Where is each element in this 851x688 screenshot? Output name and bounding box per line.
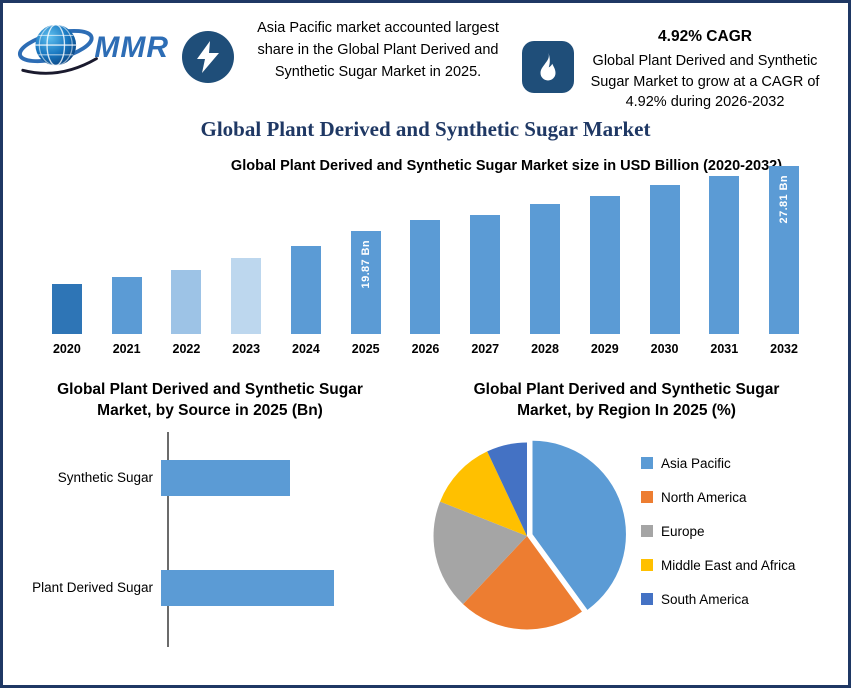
- highlight-left-text: Asia Pacific market accounted largest sh…: [257, 20, 499, 80]
- bar-2021: [111, 276, 142, 334]
- bar-2023: [231, 257, 262, 334]
- pie-slice-south-america: [487, 442, 527, 536]
- bar-2029: [589, 195, 620, 334]
- bar-2025: 19.87 Bn: [350, 230, 381, 334]
- pie-slice-europe: [433, 501, 527, 604]
- legend-label: Middle East and Africa: [661, 557, 796, 573]
- flame-badge: [522, 41, 574, 93]
- year-label: 2022: [172, 341, 201, 356]
- legend-label: North America: [661, 489, 747, 505]
- legend-label: Europe: [661, 523, 705, 539]
- hbar-row: Synthetic Sugar: [15, 459, 290, 496]
- bottom-section: Global Plant Derived and Synthetic Sugar…: [3, 380, 848, 647]
- legend-swatch: [641, 559, 653, 572]
- year-label: 2023: [232, 341, 261, 356]
- bar-2032: 27.81 Bn: [769, 165, 800, 334]
- flame-icon: [540, 52, 556, 81]
- bar-value-label: 19.87 Bn: [359, 239, 372, 289]
- bar-2030: [649, 184, 680, 334]
- header: MMR Asia Pacific market accounted larges…: [3, 3, 848, 113]
- bar-2024: [290, 245, 321, 334]
- highlight-right: 4.92% CAGR Global Plant Derived and Synt…: [587, 15, 823, 113]
- bar-column-2023: 2023: [216, 257, 276, 356]
- lightning-badge: [182, 31, 234, 83]
- year-label: 2020: [52, 341, 81, 356]
- bar-column-2025: 19.87 Bn 2025: [336, 230, 396, 356]
- legend-swatch: [641, 593, 653, 606]
- legend-item-south-america: South America: [641, 592, 795, 607]
- bar-2022: [171, 269, 202, 334]
- bar-chart-plot: 2020 2021 2022 2023 2024 19.87 Bn 2025 2026 2027…: [37, 165, 814, 356]
- bar-column-2031: 2031: [694, 175, 754, 356]
- bar-column-2026: 2026: [396, 219, 456, 356]
- legend-item-europe: Europe: [641, 524, 795, 539]
- bar-2027: [470, 214, 501, 334]
- bar-2026: [410, 219, 441, 334]
- year-label: 2026: [411, 341, 440, 356]
- globe-logo-icon: [17, 24, 98, 75]
- bar-column-2020: 2020: [37, 283, 97, 356]
- year-label: 2025: [351, 341, 380, 356]
- lightning-icon: [197, 41, 219, 73]
- bar-column-2024: 2024: [276, 245, 336, 356]
- hbar-1: [161, 569, 334, 606]
- pie-slice-asia-pacific: [532, 440, 626, 610]
- legend-label: South America: [661, 591, 749, 607]
- year-label: 2030: [650, 341, 679, 356]
- year-label: 2032: [770, 341, 798, 356]
- year-label: 2021: [112, 341, 141, 356]
- source-chart-axis: [167, 431, 169, 647]
- hbar-category-label: Plant Derived Sugar: [32, 580, 153, 596]
- by-source-chart: Global Plant Derived and Synthetic Sugar…: [3, 380, 405, 647]
- region-legend: Asia Pacific North America Europe Middle Ea…: [641, 456, 795, 626]
- legend-item-north-america: North America: [641, 490, 795, 505]
- region-chart-body: Asia Pacific North America Europe Middle Ea…: [405, 430, 848, 642]
- bar-2020: [51, 283, 82, 334]
- bar-column-2032: 27.81 Bn 2032: [754, 165, 814, 356]
- legend-item-asia-pacific: Asia Pacific: [641, 456, 795, 471]
- region-pie-chart: [433, 440, 626, 630]
- bar-2031: [709, 175, 740, 334]
- by-region-chart: Global Plant Derived and Synthetic Sugar…: [405, 380, 848, 647]
- hbar-0: [161, 459, 290, 496]
- logo-text: MMR: [94, 31, 169, 64]
- region-chart-title: Global Plant Derived and Synthetic Sugar…: [473, 380, 780, 419]
- legend-label: Asia Pacific: [661, 455, 731, 471]
- source-chart-plot: Synthetic Sugar Plant Derived Sugar: [15, 431, 405, 647]
- bar-chart-title: Global Plant Derived and Synthetic Sugar…: [230, 157, 783, 174]
- bar-column-2021: 2021: [97, 276, 157, 356]
- year-label: 2028: [531, 341, 559, 356]
- year-label: 2029: [590, 341, 619, 356]
- bar-column-2028: 2028: [515, 203, 575, 356]
- bar-column-2022: 2022: [157, 269, 217, 356]
- bar-2028: [530, 203, 560, 334]
- bar-column-2030: 2030: [635, 184, 695, 356]
- bar-column-2027: 2027: [455, 214, 515, 356]
- highlight-right-text: Global Plant Derived and Synthetic Sugar…: [590, 53, 820, 111]
- legend-item-middle-east-and-africa: Middle East and Africa: [641, 558, 795, 573]
- mmr-logo: MMR: [17, 15, 169, 81]
- pie-slice-north-america: [463, 535, 582, 630]
- legend-swatch: [641, 525, 653, 538]
- year-label: 2027: [471, 341, 500, 356]
- legend-swatch: [641, 491, 653, 504]
- market-size-chart: Global Plant Derived and Synthetic Sugar…: [3, 158, 848, 356]
- hbar-category-label: Synthetic Sugar: [57, 470, 153, 486]
- bar-value-label: 27.81 Bn: [778, 174, 791, 224]
- cagr-heading: 4.92% CAGR: [658, 28, 752, 45]
- bar-column-2029: 2029: [575, 195, 635, 356]
- hbar-row: Plant Derived Sugar: [15, 569, 334, 606]
- source-chart-title: Global Plant Derived and Synthetic Sugar…: [57, 380, 363, 419]
- legend-swatch: [641, 457, 653, 470]
- page-title: Global Plant Derived and Synthetic Sugar…: [200, 116, 651, 141]
- year-label: 2024: [292, 341, 320, 356]
- year-label: 2031: [710, 341, 739, 356]
- pie-slice-middle-east-and-africa: [440, 451, 527, 536]
